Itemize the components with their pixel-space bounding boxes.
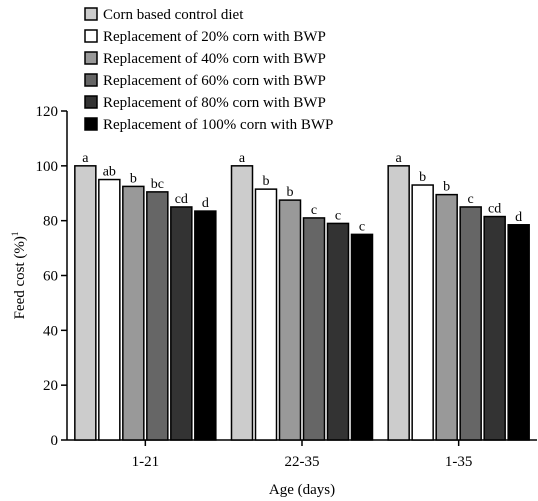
- bar-significance-label: c: [359, 219, 365, 234]
- x-axis: 1-21 22-35 1-35: [67, 439, 537, 470]
- y-axis-title-text: Feed cost (%): [12, 236, 28, 319]
- bar: [122, 185, 145, 441]
- bar-significance-label: b: [263, 174, 270, 189]
- y-axis-title: Feed cost (%)1: [10, 232, 28, 320]
- bar-significance-label: b: [130, 171, 137, 186]
- bar-significance-label: cd: [488, 202, 501, 217]
- bar-significance-label: d: [515, 210, 522, 225]
- y-tick-label: 60: [43, 269, 58, 285]
- legend-swatch: [84, 117, 98, 131]
- legend: Corn based control diet Replacement of 20…: [84, 7, 333, 133]
- legend-swatch: [84, 51, 98, 65]
- bar-significance-label: c: [468, 192, 474, 207]
- bar-significance-label: c: [335, 208, 341, 223]
- legend-label: Replacement of 60% corn with BWP: [103, 73, 326, 89]
- x-tick-label: 22-35: [285, 454, 320, 470]
- bar: [483, 215, 506, 441]
- legend-label: Corn based control diet: [103, 7, 244, 23]
- bar-significance-label: b: [443, 180, 450, 195]
- x-axis-title: Age (days): [269, 482, 335, 498]
- bar: [459, 206, 482, 441]
- x-tick-label: 1-21: [132, 454, 160, 470]
- bar: [146, 191, 169, 441]
- y-tick-label: 100: [36, 159, 59, 175]
- y-tick-label: 40: [43, 323, 58, 339]
- bar: [326, 222, 350, 441]
- bar-significance-label: a: [82, 151, 89, 166]
- bar: [230, 165, 254, 441]
- bar: [98, 178, 121, 441]
- y-tick-label: 80: [43, 214, 58, 230]
- bar-significance-label: b: [419, 170, 426, 185]
- bar: [350, 233, 374, 441]
- bars: [74, 165, 530, 441]
- legend-label: Replacement of 100% corn with BWP: [103, 117, 333, 133]
- bar: [254, 188, 278, 441]
- bar-significance-label: c: [311, 203, 317, 218]
- bar-significance-label: b: [287, 185, 294, 200]
- y-axis-title-superscript: 1: [10, 232, 20, 237]
- x-tick-label: 1-35: [445, 454, 473, 470]
- bar: [278, 199, 302, 441]
- bar: [74, 165, 97, 441]
- bar-significance-label: ab: [103, 165, 116, 180]
- bar: [302, 217, 326, 441]
- bar: [435, 193, 458, 441]
- bar: [507, 224, 530, 441]
- bar: [411, 184, 434, 441]
- legend-label: Replacement of 40% corn with BWP: [103, 51, 326, 67]
- y-tick-label: 0: [51, 433, 59, 449]
- legend-swatch: [84, 95, 98, 109]
- y-tick-label: 120: [36, 104, 59, 120]
- legend-swatch: [84, 73, 98, 87]
- bar-significance-label: a: [239, 151, 246, 166]
- legend-label: Replacement of 80% corn with BWP: [103, 95, 326, 111]
- bar-significance-label: cd: [175, 192, 188, 207]
- y-tick-label: 20: [43, 378, 58, 394]
- bar-significance-label: a: [396, 151, 403, 166]
- bar: [387, 165, 410, 441]
- bar-significance-label: d: [202, 196, 209, 211]
- bar: [194, 210, 217, 441]
- bar-significance-label: bc: [151, 177, 164, 192]
- legend-swatch: [84, 29, 98, 43]
- legend-label: Replacement of 20% corn with BWP: [103, 29, 326, 45]
- bar: [170, 206, 193, 441]
- legend-swatch: [84, 7, 98, 21]
- y-axis: 0 20 40 60 80 100 120: [36, 104, 68, 449]
